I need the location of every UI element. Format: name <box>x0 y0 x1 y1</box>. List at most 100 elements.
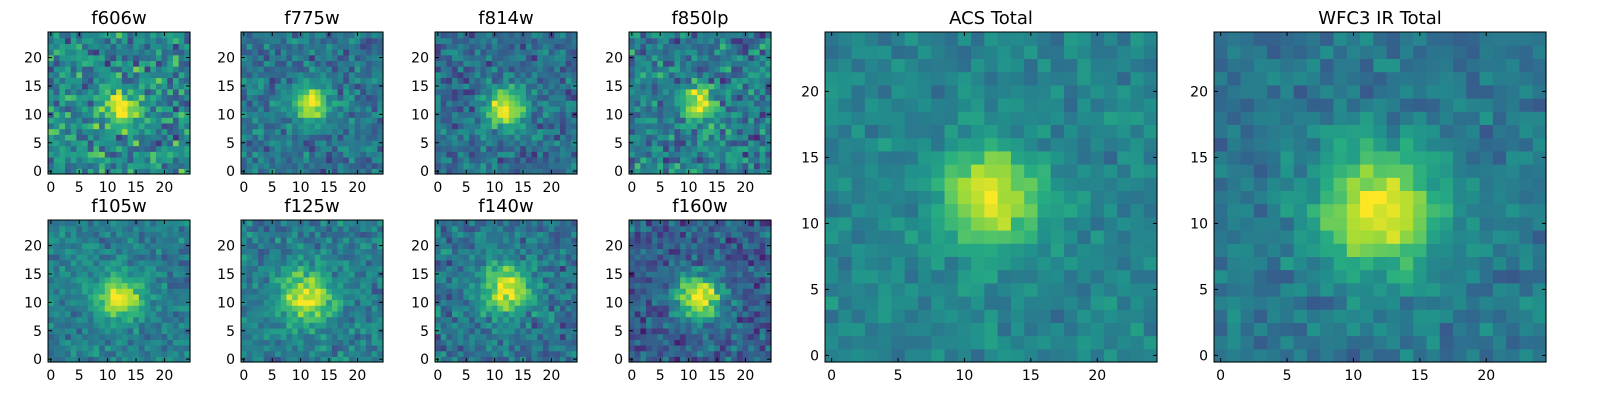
heatmap-cell <box>685 83 693 90</box>
y-tick-label: 10 <box>24 107 42 123</box>
heatmap-cell <box>491 305 499 312</box>
heatmap-cell <box>469 310 476 318</box>
heatmap-cell <box>759 43 766 50</box>
heatmap-cell <box>314 71 322 79</box>
heatmap-cell <box>110 293 117 301</box>
heatmap-cell <box>457 220 464 227</box>
heatmap-cell <box>742 156 749 164</box>
heatmap-cell <box>674 71 681 79</box>
heatmap-cell <box>82 168 89 175</box>
heatmap-cell <box>668 350 676 357</box>
heatmap-cell <box>371 322 378 329</box>
heatmap-cell <box>280 54 288 61</box>
heatmap-cell <box>365 128 373 135</box>
heatmap-cell <box>155 83 163 90</box>
heatmap-cell <box>548 293 555 301</box>
heatmap-cell <box>53 254 60 261</box>
heatmap-cell <box>457 168 464 175</box>
heatmap-cell <box>452 66 459 73</box>
heatmap-cell <box>59 168 66 175</box>
heatmap-cell <box>178 105 185 113</box>
heatmap-cell <box>121 111 129 118</box>
heatmap-cell <box>469 293 476 301</box>
heatmap-cell <box>314 60 322 67</box>
heatmap-cell <box>377 276 384 284</box>
heatmap-cell <box>258 94 265 101</box>
heatmap-cell <box>354 231 361 238</box>
heatmap-cell <box>503 100 510 107</box>
heatmap-cell <box>702 293 710 301</box>
heatmap-cell <box>48 333 55 340</box>
heatmap-cell <box>565 305 572 312</box>
heatmap-cell <box>116 322 123 329</box>
heatmap-cell <box>348 350 356 357</box>
heatmap-cell <box>65 60 72 67</box>
heatmap-cell <box>292 162 299 169</box>
axes-frame <box>240 219 384 363</box>
heatmap-cell <box>753 162 761 169</box>
heatmap-cell <box>736 43 744 50</box>
heatmap-cell <box>331 220 339 227</box>
heatmap-cell <box>87 265 95 272</box>
heatmap-cell <box>377 265 384 272</box>
heatmap-cell <box>514 43 521 50</box>
heatmap-cell <box>292 49 299 56</box>
heatmap-cell <box>150 327 157 335</box>
heatmap-cell <box>491 122 499 130</box>
heatmap-cell <box>110 43 117 50</box>
heatmap-cell <box>377 66 384 73</box>
heatmap-cell <box>280 117 288 124</box>
heatmap-cell <box>469 156 476 164</box>
heatmap-cell <box>469 288 476 295</box>
heatmap-cell <box>360 231 367 238</box>
heatmap-cell <box>292 54 299 61</box>
heatmap-cell <box>297 77 305 84</box>
heatmap-cell <box>765 316 772 323</box>
heatmap-cell <box>161 310 168 318</box>
heatmap-cell <box>446 231 453 238</box>
heatmap-cell <box>503 305 510 312</box>
heatmap-cell <box>753 37 761 44</box>
heatmap-cell <box>474 282 482 289</box>
heatmap-cell <box>258 162 265 169</box>
heatmap-cell <box>377 231 384 238</box>
heatmap-cell <box>99 333 106 340</box>
heatmap-cell <box>331 111 339 118</box>
x-tick-label: 10 <box>292 368 310 384</box>
heatmap-cell <box>474 94 482 101</box>
heatmap-cell <box>99 88 106 96</box>
heatmap-cell <box>246 66 253 73</box>
heatmap-cell <box>486 66 493 73</box>
heatmap-cell <box>748 316 755 323</box>
heatmap-cell <box>531 339 538 346</box>
heatmap-cell <box>167 333 174 340</box>
heatmap-cell <box>161 117 168 124</box>
heatmap-cell <box>320 49 327 56</box>
heatmap-cell <box>178 32 185 39</box>
heatmap-cell <box>542 77 550 84</box>
heatmap-cell <box>542 139 550 147</box>
heatmap-cell <box>127 145 134 152</box>
heatmap-cell <box>657 271 664 278</box>
heatmap-cell <box>714 49 721 56</box>
heatmap-cell <box>161 105 168 113</box>
heatmap-cell <box>531 327 538 335</box>
heatmap-cell <box>104 54 112 61</box>
heatmap-cell <box>133 237 140 244</box>
heatmap-cell <box>144 316 151 323</box>
heatmap-cell <box>371 83 378 90</box>
heatmap-cell <box>497 282 504 289</box>
heatmap-cell <box>365 333 373 340</box>
heatmap-cell <box>571 225 578 232</box>
heatmap-cell <box>76 276 83 284</box>
heatmap-cell <box>646 299 653 306</box>
heatmap-cell <box>508 293 516 301</box>
heatmap-cell <box>246 54 253 61</box>
heatmap-cell <box>525 293 533 301</box>
heatmap-cell <box>748 66 755 73</box>
heatmap-cell <box>691 356 698 363</box>
heatmap-cell <box>554 83 561 90</box>
heatmap-cell <box>314 288 322 295</box>
heatmap-cell <box>172 316 180 323</box>
heatmap-cell <box>263 344 270 352</box>
